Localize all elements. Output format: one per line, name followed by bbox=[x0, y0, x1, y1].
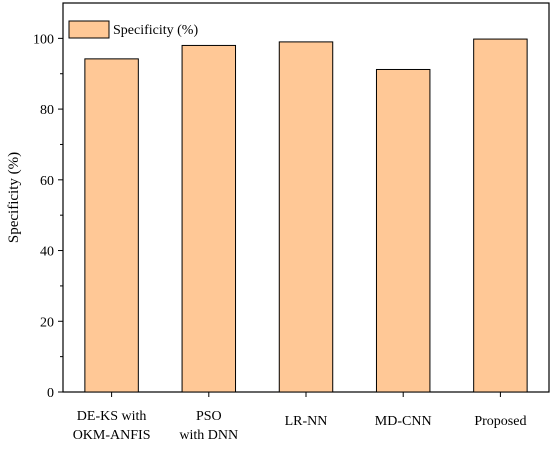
y-tick-label: 0 bbox=[47, 386, 54, 401]
bars bbox=[84, 38, 528, 393]
bar bbox=[278, 41, 334, 393]
x-tick-label: OKM-ANFIS bbox=[73, 428, 151, 443]
x-tick-label: with DNN bbox=[179, 428, 238, 443]
x-tick-label: MD-CNN bbox=[375, 414, 432, 429]
legend-label: Specificity (%) bbox=[113, 23, 198, 38]
x-tick-label: LR-NN bbox=[285, 414, 328, 429]
x-tick-label: PSO bbox=[196, 409, 222, 424]
bar bbox=[375, 68, 431, 393]
y-tick-label: 100 bbox=[33, 32, 54, 47]
y-axis-ticks: 0 20 40 60 80 100 bbox=[33, 32, 63, 401]
legend: Specificity (%) bbox=[68, 20, 198, 39]
y-tick-label: 40 bbox=[40, 245, 54, 260]
x-tick-label: DE-KS with bbox=[77, 409, 147, 424]
legend-swatch bbox=[68, 20, 110, 39]
bar bbox=[473, 38, 528, 393]
y-tick-label: 80 bbox=[40, 103, 54, 118]
y-axis-title: Specificity (%) bbox=[6, 152, 22, 243]
bar bbox=[181, 44, 237, 393]
y-tick-label: 60 bbox=[40, 174, 54, 189]
x-axis-ticks: DE-KS with OKM-ANFIS PSO with DNN LR-NN MD-CN… bbox=[73, 392, 526, 443]
x-tick-label: Proposed bbox=[474, 414, 526, 429]
bar bbox=[84, 58, 139, 393]
y-tick-label: 20 bbox=[40, 315, 54, 330]
